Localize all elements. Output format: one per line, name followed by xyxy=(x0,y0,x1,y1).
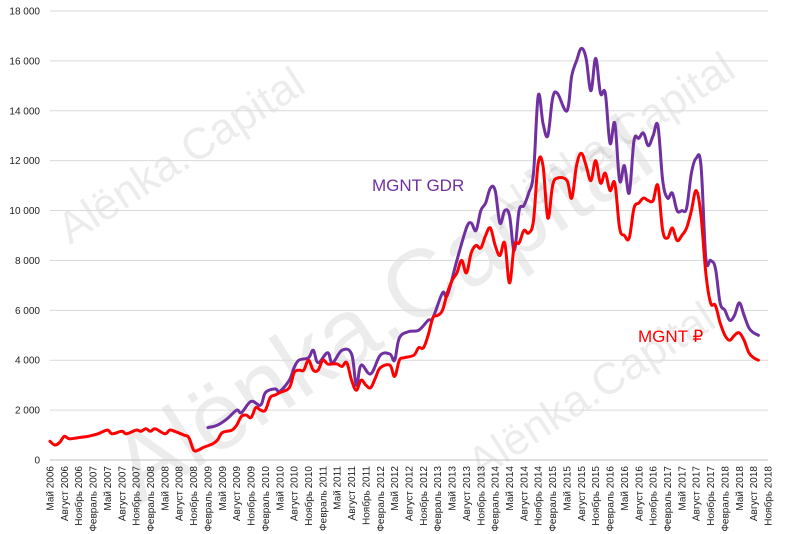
x-tick-label: Май 2006 xyxy=(46,466,57,511)
y-tick-label: 18 000 xyxy=(9,7,40,18)
y-tick-label: 12 000 xyxy=(9,156,40,167)
x-tick-label: Ноябрь 2015 xyxy=(590,466,602,526)
x-tick-label: Февраль 2013 xyxy=(433,466,444,532)
x-tick-label: Август 2010 xyxy=(290,466,301,522)
x-tick-label: Ноябрь 2014 xyxy=(533,466,545,526)
x-tick-label: Май 2017 xyxy=(677,466,688,511)
x-tick-label: Февраль 2007 xyxy=(89,466,100,532)
x-tick-label: Февраль 2010 xyxy=(261,466,272,532)
x-tick-label: Ноябрь 2011 xyxy=(360,466,372,525)
x-tick-label: Ноябрь 2006 xyxy=(73,466,85,526)
watermarks: Alёnka.Capital Alёnka.Capital Alёnka.Cap… xyxy=(49,43,744,523)
series-line-mgnt-rub xyxy=(48,151,760,453)
x-tick-label: Ноябрь 2008 xyxy=(188,466,200,526)
x-tick-label: Август 2017 xyxy=(692,466,703,522)
x-tick-label: Август 2009 xyxy=(232,466,243,522)
x-tick-label: Август 2013 xyxy=(462,466,473,522)
y-tick-label: 4 000 xyxy=(15,356,40,367)
x-tick-label: Август 2015 xyxy=(577,466,588,522)
x-tick-label: Май 2015 xyxy=(563,466,574,511)
grid xyxy=(50,10,768,461)
x-tick-label: Ноябрь 2016 xyxy=(648,466,660,526)
x-tick-label: Февраль 2012 xyxy=(376,466,387,532)
x-tick-label: Май 2009 xyxy=(218,466,229,511)
x-tick-label: Май 2007 xyxy=(103,466,114,511)
y-tick-label: 8 000 xyxy=(15,256,40,267)
x-tick-label: Май 2014 xyxy=(505,466,516,511)
x-tick-label: Август 2016 xyxy=(634,466,645,522)
y-tick-label: 0 xyxy=(34,456,40,467)
x-tick-label: Февраль 2016 xyxy=(606,466,617,532)
series-label-mgnt-rub: MGNT ₽ xyxy=(638,327,703,346)
y-axis: 0 2 000 4 000 6 000 8 000 10 000 12 000 14 000 1… xyxy=(9,7,40,467)
x-tick-label: Ноябрь 2009 xyxy=(246,466,258,526)
x-tick-label: Май 2011 xyxy=(333,466,344,510)
x-tick-label: Февраль 2009 xyxy=(204,466,215,532)
x-tick-label: Февраль 2014 xyxy=(491,466,502,532)
x-tick-label: Август 2012 xyxy=(405,466,416,522)
x-tick-label: Май 2018 xyxy=(735,466,746,511)
x-tick-label: Ноябрь 2013 xyxy=(475,466,487,526)
x-tick-label: Август 2011 xyxy=(347,466,358,521)
x-tick-label: Февраль 2015 xyxy=(548,466,559,532)
x-tick-label: Август 2007 xyxy=(117,466,128,522)
x-tick-label: Ноябрь 2010 xyxy=(303,466,315,526)
x-tick-label: Май 2013 xyxy=(448,466,459,511)
y-tick-label: 14 000 xyxy=(9,106,40,117)
x-tick-label: Август 2018 xyxy=(749,466,760,522)
series-label-mgnt-gdr: MGNT GDR xyxy=(372,176,464,195)
series-lines xyxy=(48,46,760,453)
x-tick-label: Август 2006 xyxy=(60,466,71,522)
x-axis: Май 2006 Август 2006 Ноябрь 2006 Февраль 20… xyxy=(46,466,775,532)
x-tick-label: Август 2008 xyxy=(175,466,186,522)
y-tick-label: 2 000 xyxy=(15,406,40,417)
x-tick-label: Февраль 2008 xyxy=(146,466,157,532)
x-tick-label: Май 2008 xyxy=(160,466,171,511)
x-tick-label: Май 2016 xyxy=(620,466,631,511)
x-tick-label: Май 2012 xyxy=(390,466,401,511)
watermark-1: Alёnka.Capital xyxy=(49,58,314,254)
x-tick-label: Ноябрь 2007 xyxy=(131,466,143,526)
x-tick-label: Февраль 2018 xyxy=(720,466,731,532)
y-tick-label: 6 000 xyxy=(15,306,40,317)
y-tick-label: 16 000 xyxy=(9,56,40,67)
x-tick-label: Февраль 2017 xyxy=(663,466,674,532)
series-line-mgnt-gdr xyxy=(206,46,760,430)
watermark-3: Alёnka.Capital xyxy=(459,293,724,489)
x-tick-label: Ноябрь 2017 xyxy=(705,466,717,526)
y-tick-label: 10 000 xyxy=(9,206,40,217)
x-tick-label: Февраль 2011 xyxy=(318,466,329,531)
x-tick-label: Ноябрь 2012 xyxy=(418,466,430,526)
x-tick-label: Май 2010 xyxy=(275,466,286,511)
x-tick-label: Август 2014 xyxy=(519,466,530,522)
x-tick-label: Ноябрь 2018 xyxy=(763,466,775,526)
